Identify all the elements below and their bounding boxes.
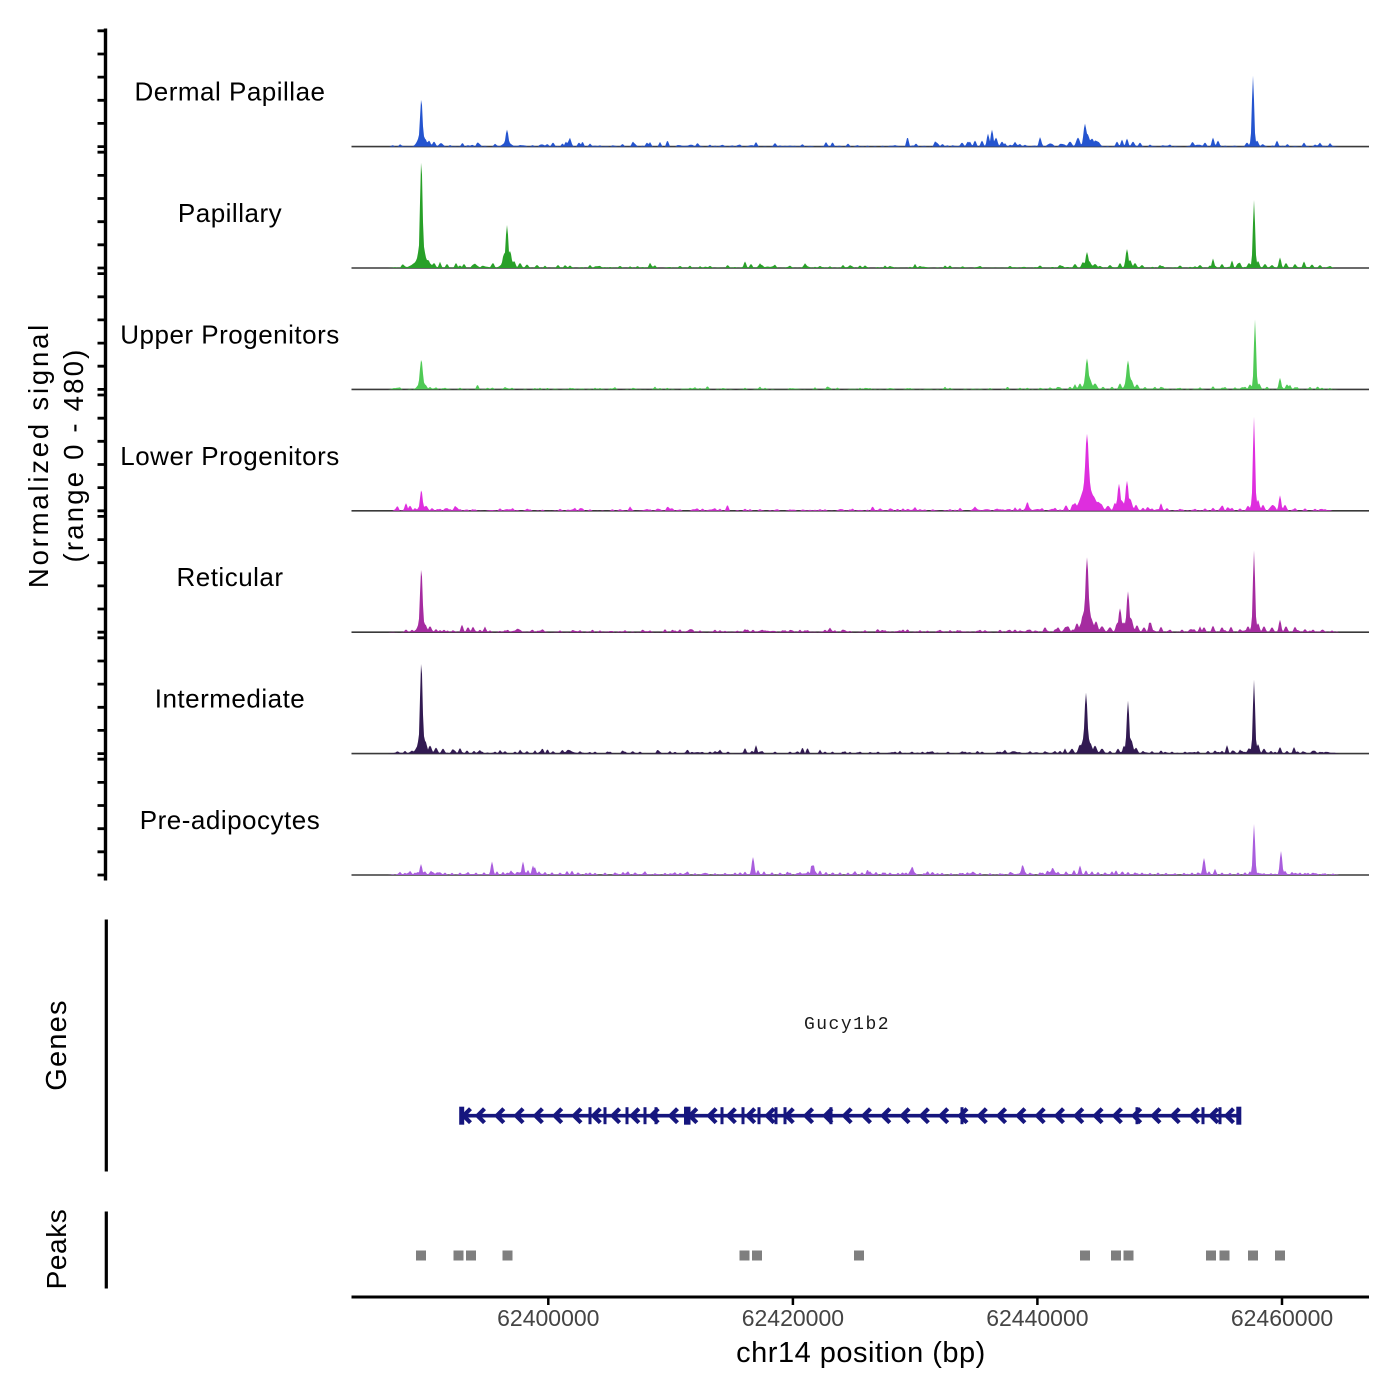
svg-text:62440000: 62440000 bbox=[986, 1305, 1088, 1331]
svg-text:(range 0 - 480): (range 0 - 480) bbox=[58, 348, 89, 563]
svg-text:Lower Progenitors: Lower Progenitors bbox=[120, 441, 340, 471]
svg-text:Gucy1b2: Gucy1b2 bbox=[804, 1015, 890, 1035]
svg-text:chr14 position (bp): chr14 position (bp) bbox=[736, 1337, 986, 1369]
svg-text:Peaks: Peaks bbox=[41, 1209, 72, 1290]
svg-text:Papillary: Papillary bbox=[178, 198, 282, 228]
svg-text:Upper Progenitors: Upper Progenitors bbox=[120, 319, 340, 349]
svg-text:Genes: Genes bbox=[41, 999, 73, 1090]
svg-text:Pre-adipocytes: Pre-adipocytes bbox=[140, 805, 320, 835]
svg-text:Intermediate: Intermediate bbox=[155, 684, 306, 714]
svg-text:62400000: 62400000 bbox=[497, 1305, 599, 1331]
svg-text:62420000: 62420000 bbox=[742, 1305, 844, 1331]
svg-text:Normalized signal: Normalized signal bbox=[23, 322, 54, 588]
svg-text:Dermal Papillae: Dermal Papillae bbox=[134, 77, 325, 107]
svg-text:62460000: 62460000 bbox=[1231, 1305, 1333, 1331]
svg-text:Reticular: Reticular bbox=[176, 562, 283, 592]
